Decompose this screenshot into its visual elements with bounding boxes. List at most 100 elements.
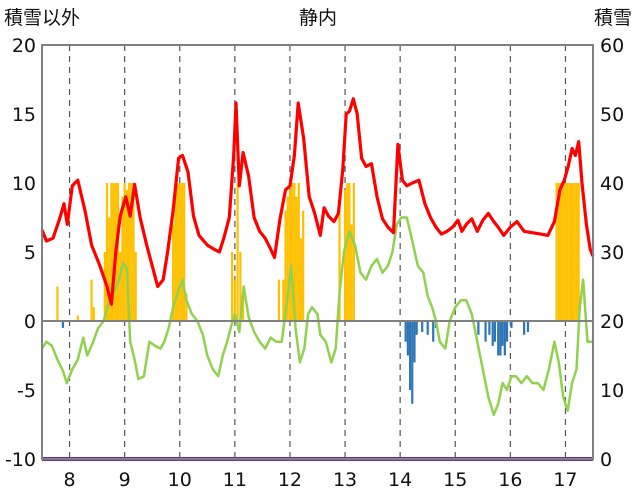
orange-bar [233, 279, 236, 321]
bar-series [56, 183, 580, 404]
orange-bar [343, 189, 347, 321]
x-tick-label: 11 [223, 469, 247, 491]
orange-bar [108, 217, 111, 321]
orange-bar [575, 183, 578, 321]
grid-lines [68, 45, 567, 459]
right-tick-label: 40 [600, 173, 624, 195]
blue-bar [499, 321, 502, 356]
orange-bar [239, 252, 242, 321]
x-tick-label: 15 [443, 469, 467, 491]
blue-bar [484, 321, 487, 342]
orange-bar [352, 183, 355, 321]
orange-bar [295, 196, 298, 321]
orange-bar [76, 315, 79, 321]
orange-bar [92, 307, 95, 321]
orange-bar [176, 183, 179, 321]
blue-bar [477, 321, 480, 335]
orange-bar [90, 279, 93, 321]
orange-bar [346, 183, 349, 321]
orange-bar [286, 196, 289, 321]
orange-bar [110, 183, 113, 321]
left-tick-label: 10 [12, 173, 36, 195]
orange-bar [132, 183, 135, 321]
blue-bar [488, 321, 491, 335]
orange-bar [570, 183, 574, 321]
orange-bar [121, 196, 124, 321]
orange-bar [116, 183, 120, 321]
x-tick-label: 10 [168, 469, 192, 491]
blue-bar [408, 321, 412, 390]
left-axis-title: 積雪以外 [4, 7, 80, 29]
right-axis-title: 積雪 [594, 7, 632, 29]
right-tick-label: 20 [600, 311, 624, 333]
orange-bar [112, 183, 115, 321]
left-tick-label: 5 [24, 242, 36, 264]
orange-bar [284, 210, 287, 321]
right-tick-label: 60 [600, 35, 624, 57]
orange-bar [185, 293, 188, 321]
orange-bar [350, 224, 353, 321]
orange-bar [178, 183, 181, 321]
left-tick-label: 15 [12, 104, 36, 126]
x-tick-label: 14 [388, 469, 412, 491]
orange-bar [56, 286, 59, 321]
right-tick-label: 30 [600, 242, 624, 264]
orange-bar [130, 183, 133, 321]
red-series-line [40, 97, 595, 306]
plot-frame [41, 44, 594, 460]
x-tick-label: 12 [278, 469, 302, 491]
blue-bar [404, 321, 407, 342]
left-tick-label: -10 [5, 449, 36, 471]
orange-bar [293, 183, 296, 321]
orange-bar [282, 279, 285, 321]
orange-bar [566, 183, 569, 321]
orange-bar [127, 183, 131, 321]
orange-bar [123, 183, 126, 321]
blue-bar [503, 321, 506, 356]
blue-bar [491, 321, 494, 346]
plot-border [41, 44, 594, 460]
orange-bar [180, 183, 184, 321]
orange-bar [230, 252, 234, 321]
orange-bar [577, 183, 580, 321]
blue-bar [493, 321, 497, 342]
green-series-line [40, 216, 593, 417]
x-tick-label: 16 [498, 469, 522, 491]
x-tick-label: 8 [64, 469, 76, 491]
blue-bar [411, 321, 414, 404]
chart-title: 静内 [299, 7, 337, 29]
blue-bar [415, 321, 418, 335]
orange-bar [302, 210, 305, 321]
right-tick-label: 0 [600, 449, 612, 471]
orange-bar [555, 183, 558, 321]
blue-bar [426, 321, 429, 335]
blue-bar [501, 321, 504, 346]
orange-bar [573, 183, 576, 321]
orange-bar [183, 183, 186, 321]
blue-bar [432, 321, 435, 342]
orange-bar [134, 252, 137, 321]
right-tick-label: 50 [600, 104, 624, 126]
orange-bar [348, 183, 351, 321]
blue-bar [505, 321, 509, 342]
orange-bar [242, 293, 245, 321]
blue-bar [526, 321, 530, 333]
right-tick-label: 10 [600, 380, 624, 402]
left-tick-label: 0 [24, 311, 36, 333]
orange-bar [564, 183, 567, 321]
blue-bar [406, 321, 409, 356]
x-tick-label: 17 [553, 469, 577, 491]
orange-bar [559, 183, 563, 321]
orange-bar [172, 224, 175, 321]
blue-bar [61, 321, 65, 328]
orange-bar [236, 183, 239, 321]
blue-bar [510, 321, 513, 328]
orange-bar [125, 189, 128, 321]
orange-bar [288, 189, 292, 321]
orange-bar [299, 238, 303, 321]
blue-bar [421, 321, 424, 333]
x-tick-label: 9 [119, 469, 131, 491]
orange-bar [103, 252, 106, 321]
